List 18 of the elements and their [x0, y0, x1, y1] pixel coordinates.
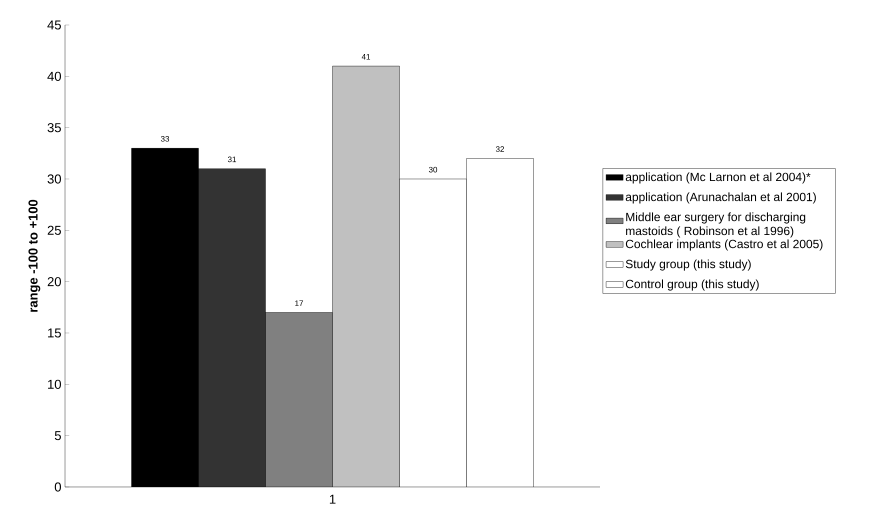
y-tick-label: 20 [48, 277, 61, 286]
x-tick-label: 1 [330, 494, 336, 504]
legend-label: Cochlear implants (Castro et al 2005) [626, 239, 823, 251]
legend-label: application (Mc Larnon et al 2004)* [626, 172, 810, 184]
legend-label: Study group (this study) [626, 259, 751, 271]
y-tick-label: 40 [47, 72, 61, 81]
y-tick-label: 30 [48, 174, 61, 184]
y-tick-label: 45 [47, 20, 61, 30]
legend-label: application (Arunachalan et al 2001) [626, 192, 816, 204]
y-tick-label: 25 [48, 226, 61, 235]
y-tick-label: 35 [48, 123, 61, 132]
y-tick-label: 10 [48, 380, 61, 389]
y-axis-title: range -100 to +100 [28, 200, 40, 312]
y-tick-label: 15 [48, 328, 61, 338]
y-tick-label: 0 [54, 482, 61, 492]
y-tick-label: 5 [54, 431, 61, 440]
legend-label: Control group (this study) [626, 279, 759, 291]
legend-label: Middle ear surgery for discharging mastoids ( Robinson et al 1996) [626, 212, 806, 238]
